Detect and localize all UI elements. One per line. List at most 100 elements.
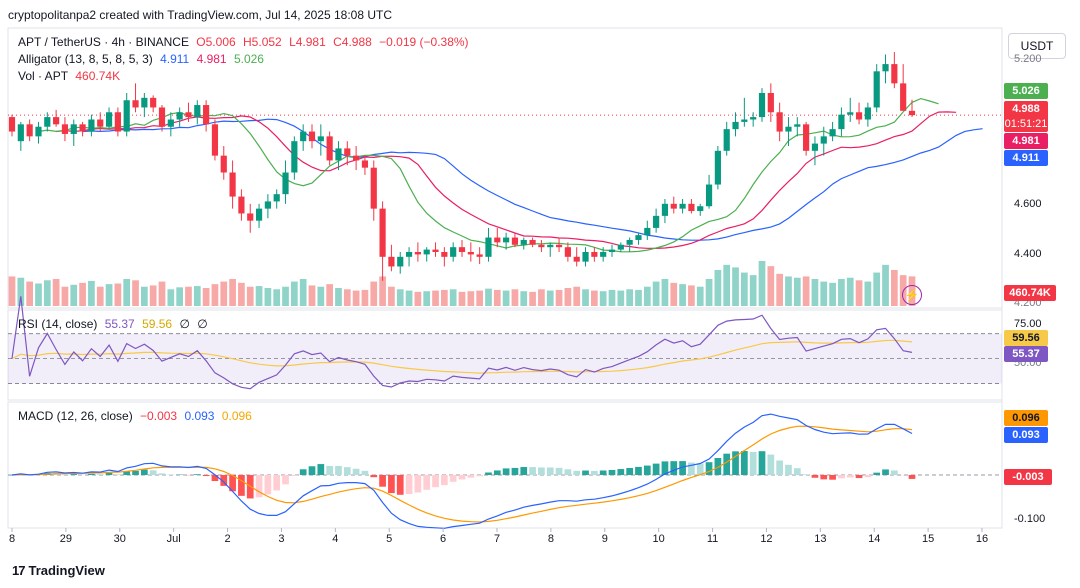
candle-body xyxy=(670,203,677,209)
time-axis-label: 6 xyxy=(440,533,446,545)
volume-bar xyxy=(264,288,272,306)
rsi-label[interactable]: RSI (14, close) xyxy=(18,317,98,331)
candle-body xyxy=(220,155,227,173)
macd-histogram-bar xyxy=(405,475,413,494)
volume-bar xyxy=(343,289,351,306)
macd-histogram-bar xyxy=(291,475,298,476)
symbol-name[interactable]: APT / TetherUS · 4h · BINANCE xyxy=(18,35,189,49)
volume-bar xyxy=(485,288,492,306)
candle-body xyxy=(855,112,863,120)
macd-histogram-bar xyxy=(61,474,69,475)
volume-bar xyxy=(202,288,210,306)
volume-bar xyxy=(723,264,731,306)
volume-bar xyxy=(396,289,404,306)
time-axis: 8 29 30 Jul 2 3 4 5 6 7 8 9 10 11 12 13 14 15 16 xyxy=(9,528,988,545)
volume-bar xyxy=(26,281,33,306)
candle-body xyxy=(582,252,589,262)
alligator-label[interactable]: Alligator (13, 8, 5, 8, 5, 3) xyxy=(18,52,153,66)
volume-bar xyxy=(52,279,60,306)
candle-body xyxy=(141,97,148,108)
candle-body xyxy=(317,136,324,142)
macd-histogram-bar xyxy=(361,470,369,475)
macd-histogram-bar xyxy=(114,474,122,475)
rsi-pane xyxy=(7,296,1003,401)
macd-histogram-bar xyxy=(555,467,563,475)
macd-line-tag: 0.093 xyxy=(1004,427,1048,443)
macd-histogram-bar xyxy=(652,463,660,475)
macd-histogram-bar xyxy=(502,468,510,475)
candle-body xyxy=(882,64,889,72)
candle-body xyxy=(405,252,413,257)
volume-bar xyxy=(643,286,651,306)
volume-label[interactable]: Vol · APT xyxy=(18,69,69,83)
macd-label[interactable]: MACD (12, 26, close) xyxy=(18,409,133,423)
macd-histogram-bar xyxy=(193,474,201,475)
volume-bar xyxy=(326,284,333,306)
candle-body xyxy=(344,148,351,156)
candle-body xyxy=(185,112,192,118)
volume-bar xyxy=(405,290,413,306)
volume-bar xyxy=(432,290,439,306)
macd-tick-neg-0100: -0.100 xyxy=(1014,513,1046,525)
jaw-price-tag: 4.911 xyxy=(1004,150,1048,166)
volume-bar xyxy=(423,291,431,306)
footer-brand[interactable]: 17 TradingView xyxy=(12,563,105,578)
flash-icon[interactable]: ⚡ xyxy=(902,285,922,305)
macd-line xyxy=(11,413,913,529)
volume-bar xyxy=(379,276,386,306)
volume-bar xyxy=(758,261,766,306)
volume-bar xyxy=(246,286,254,306)
candle-body xyxy=(414,252,421,255)
candle-body xyxy=(838,114,845,130)
currency-button[interactable]: USDT xyxy=(1008,33,1066,59)
volume-bar xyxy=(626,289,633,306)
macd-histogram-bar xyxy=(511,467,519,475)
time-axis-label: 11 xyxy=(707,533,718,545)
rsi-legend: RSI (14, close) 55.37 59.56 ∅ ∅ xyxy=(18,317,212,331)
candle-body xyxy=(811,143,819,151)
volume-bar xyxy=(17,277,25,306)
candle-body xyxy=(264,201,271,209)
volume-bar xyxy=(785,276,792,306)
macd-histogram-bar xyxy=(635,466,642,475)
candle-body xyxy=(653,215,660,228)
volume-bar xyxy=(441,289,448,306)
candle-body xyxy=(150,97,157,108)
volume-bar xyxy=(591,290,598,306)
volume-bar xyxy=(891,270,898,306)
candle-body xyxy=(900,83,907,111)
macd-histogram-bar xyxy=(132,470,139,475)
volume-bar xyxy=(679,284,686,306)
volume-bar xyxy=(608,289,616,306)
candle-body xyxy=(555,244,563,248)
macd-histogram-bar xyxy=(829,475,836,480)
macd-signal-line xyxy=(11,425,913,523)
price-tick-top: 5.200 xyxy=(1014,53,1042,65)
volume-bar xyxy=(732,267,739,306)
volume-bar xyxy=(573,286,581,306)
macd-histogram-bar xyxy=(493,470,501,475)
macd-histogram-bar xyxy=(723,453,731,475)
macd-histogram-bar xyxy=(608,469,616,475)
volume-bar xyxy=(43,280,51,306)
macd-histogram-bar xyxy=(520,467,528,475)
candle-body xyxy=(441,252,448,257)
candle-body xyxy=(467,252,474,255)
volume-value: 460.74K xyxy=(75,69,121,83)
volume-bar xyxy=(449,289,457,306)
macd-histogram-bar xyxy=(326,465,333,475)
candle-body xyxy=(300,131,307,142)
candle-body xyxy=(847,112,854,115)
candle-body xyxy=(873,71,880,108)
volume-bar xyxy=(35,283,42,306)
macd-histogram-bar xyxy=(785,464,792,475)
alligator-teeth-line xyxy=(56,111,957,250)
candle-body xyxy=(70,124,77,134)
macd-histogram-bar xyxy=(599,470,607,475)
volume-bar xyxy=(370,281,378,306)
macd-histogram-bar xyxy=(8,475,16,476)
macd-histogram-bar xyxy=(538,467,545,475)
macd-histogram-bar xyxy=(741,451,748,475)
macd-line-value: 0.093 xyxy=(184,409,215,423)
